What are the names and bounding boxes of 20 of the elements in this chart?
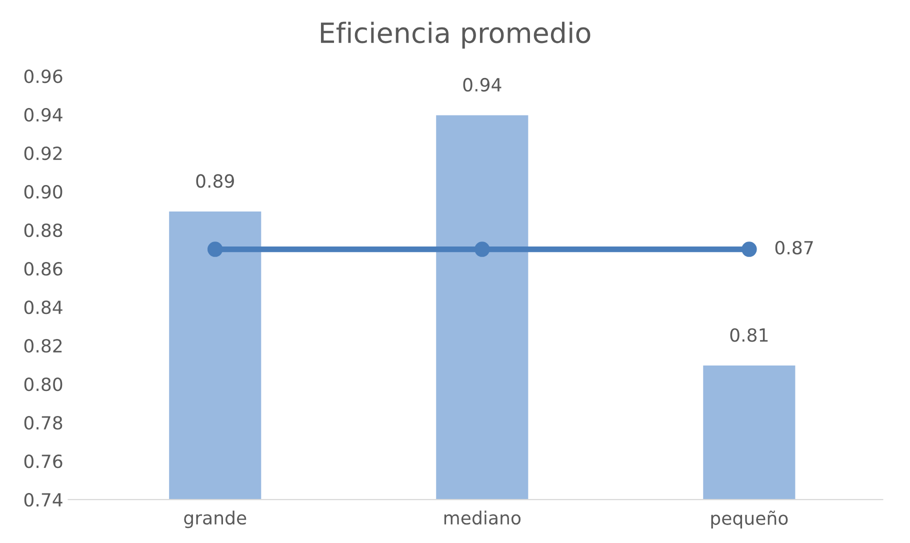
x-tick-label: mediano bbox=[444, 510, 521, 525]
y-tick-label: 0.74 bbox=[24, 493, 62, 507]
y-tick-label: 0.96 bbox=[24, 69, 62, 84]
x-tick-label: grande bbox=[184, 510, 246, 528]
y-tick-label: 0.80 bbox=[24, 378, 62, 392]
data-label: 0.81 bbox=[730, 328, 768, 342]
y-tick-label: 0.82 bbox=[24, 339, 62, 353]
y-tick-label: 0.94 bbox=[24, 108, 62, 122]
data-label: 0.89 bbox=[196, 174, 234, 188]
chart-title: Eficiencia promedio bbox=[320, 22, 590, 49]
data-label: 0.94 bbox=[463, 78, 502, 92]
y-tick-label: 0.92 bbox=[24, 146, 62, 160]
y-tick-label: 0.88 bbox=[24, 223, 62, 238]
y-tick-label: 0.86 bbox=[24, 262, 62, 276]
y-tick-label: 0.84 bbox=[24, 300, 62, 314]
y-tick-label: 0.90 bbox=[24, 184, 62, 199]
data-label: 0.87 bbox=[775, 240, 813, 255]
x-tick-label: pequeño bbox=[711, 510, 788, 528]
y-tick-label: 0.78 bbox=[24, 416, 62, 430]
y-tick-label: 0.76 bbox=[24, 454, 62, 468]
